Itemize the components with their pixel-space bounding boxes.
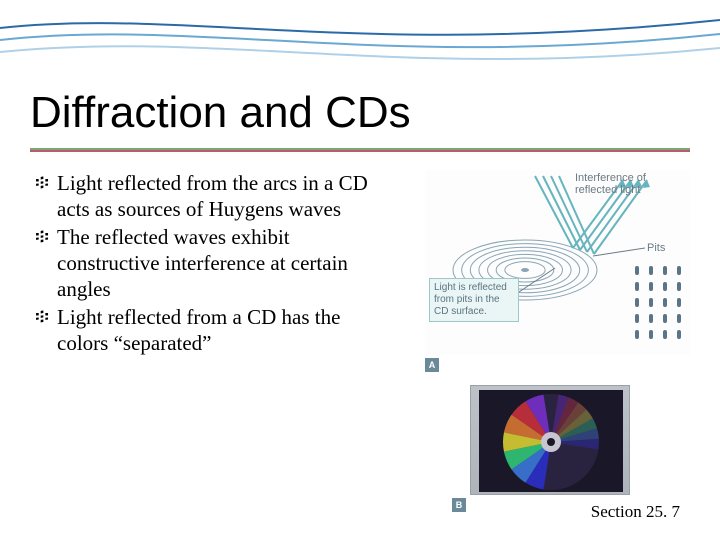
- cd-diagram-svg: [425, 170, 690, 355]
- pits-label: Pits: [647, 242, 665, 254]
- reflection-label-box: Light is reflected from pits in the CD s…: [429, 278, 519, 322]
- page-title: Diffraction and CDs: [30, 88, 411, 138]
- section-label: Section 25. 7: [591, 502, 680, 522]
- bullet-glyph-icon: ፨: [35, 170, 57, 222]
- bullet-list: ፨ Light reflected from the arcs in a CD …: [35, 170, 385, 358]
- bullet-text: The reflected waves exhibit constructive…: [57, 224, 385, 302]
- header-wave-decor: [0, 0, 720, 90]
- interference-label: Interference of reflected light: [575, 172, 685, 196]
- diagram-cd-rays: Interference of reflected light Pits Lig…: [425, 170, 690, 355]
- panel-a-tag: A: [425, 358, 439, 372]
- panel-b-tag: B: [452, 498, 466, 512]
- bullet-glyph-icon: ፨: [35, 304, 57, 356]
- bullet-text: Light reflected from a CD has the colors…: [57, 304, 385, 356]
- cd-photo-svg: [471, 386, 631, 496]
- bullet-glyph-icon: ፨: [35, 224, 57, 302]
- list-item: ፨ The reflected waves exhibit constructi…: [35, 224, 385, 302]
- list-item: ፨ Light reflected from the arcs in a CD …: [35, 170, 385, 222]
- list-item: ፨ Light reflected from a CD has the colo…: [35, 304, 385, 356]
- cd-photo: [470, 385, 630, 495]
- bullet-text: Light reflected from the arcs in a CD ac…: [57, 170, 385, 222]
- title-underline-decor: [30, 148, 690, 152]
